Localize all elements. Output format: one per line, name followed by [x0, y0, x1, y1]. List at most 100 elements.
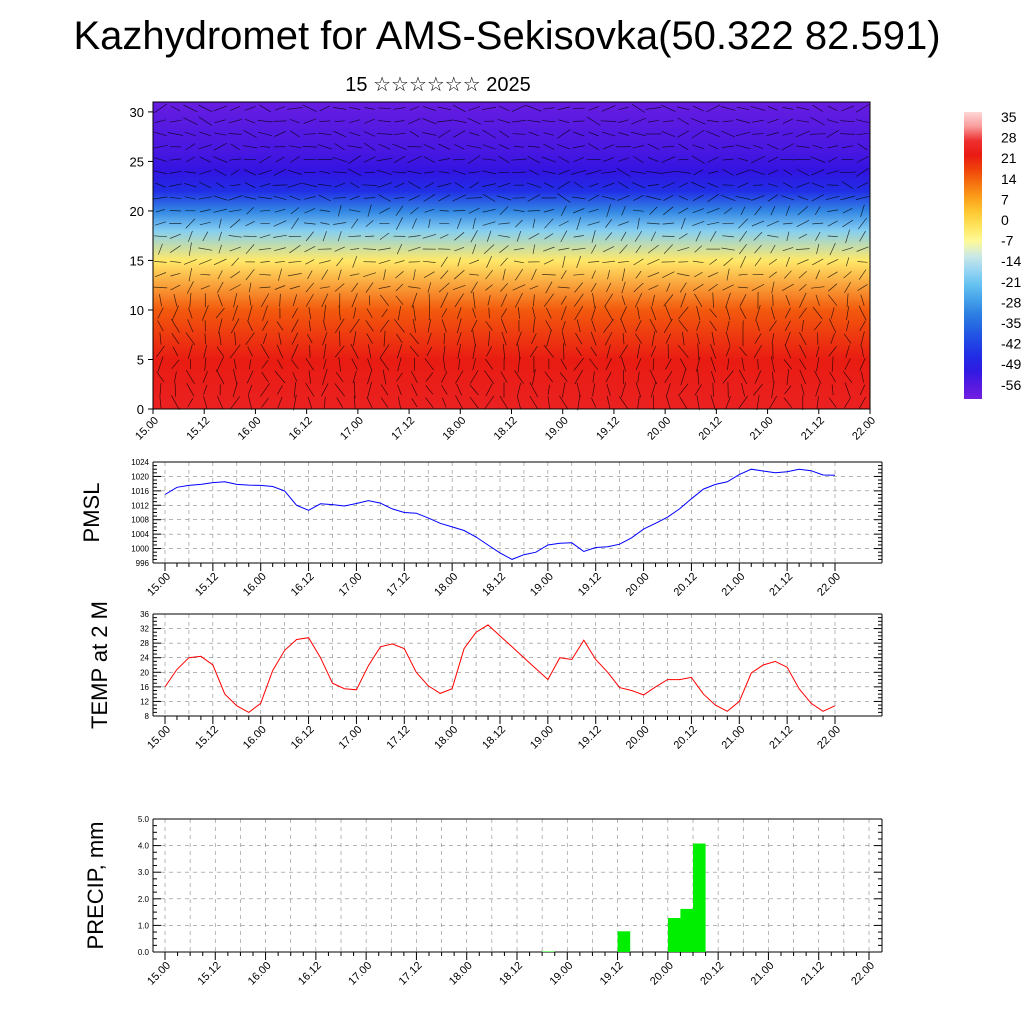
colorbar-label: -35 — [1001, 315, 1021, 331]
wind-vector — [602, 260, 616, 264]
wind-vector — [290, 156, 300, 163]
wind-vector — [212, 156, 228, 163]
wind-vector — [815, 231, 821, 241]
wind-vector — [171, 305, 179, 321]
wind-vector — [576, 216, 582, 231]
wind-vector — [846, 306, 850, 321]
wind-vector — [740, 255, 747, 268]
wind-vector — [844, 397, 851, 408]
wind-vector — [198, 247, 213, 251]
wind-vector — [273, 234, 287, 238]
wind-vector — [259, 209, 271, 212]
wind-vector — [198, 259, 212, 265]
colorbar-label: -56 — [1001, 377, 1021, 393]
wind-vector — [442, 357, 446, 372]
wind-vector — [153, 103, 168, 114]
wind-vector — [378, 286, 391, 289]
wind-vector — [364, 107, 375, 110]
wind-vector — [695, 356, 701, 372]
wind-vector — [635, 320, 642, 332]
wind-vector — [334, 246, 345, 252]
wind-vector — [815, 270, 821, 280]
wind-vector — [799, 358, 807, 370]
wind-vector — [662, 271, 675, 279]
wind-vector — [427, 332, 432, 345]
wind-vector — [557, 286, 570, 289]
wind-vector — [825, 195, 840, 201]
wind-vector — [171, 333, 180, 345]
wind-vector — [243, 196, 257, 200]
wind-vector — [827, 105, 838, 112]
wind-vector — [694, 384, 702, 396]
wind-vector — [816, 244, 820, 255]
wind-vector — [558, 156, 570, 163]
wind-vector — [589, 358, 599, 371]
wind-vector — [781, 195, 795, 201]
wind-vector — [482, 193, 496, 202]
wind-vector — [647, 244, 659, 254]
wind-vector — [257, 131, 273, 137]
wind-vector — [605, 371, 612, 383]
wind-vector — [560, 205, 567, 216]
wind-vector — [323, 320, 327, 331]
wind-vector — [707, 182, 719, 188]
wind-vector — [796, 220, 810, 228]
wind-vector — [272, 184, 288, 186]
colorbar — [964, 112, 982, 399]
wind-vector — [273, 220, 287, 227]
wind-vector — [812, 222, 824, 225]
x-tick-label: 20.00 — [624, 571, 652, 599]
wind-vector — [500, 257, 508, 267]
wind-vector — [173, 294, 178, 307]
wind-vector — [303, 133, 317, 135]
wind-vector — [561, 320, 566, 331]
wind-vector — [185, 218, 196, 229]
wind-vector — [408, 181, 421, 190]
wind-vector — [367, 358, 372, 370]
wind-vector — [588, 106, 599, 111]
wind-vector — [409, 130, 420, 138]
wind-vector — [530, 345, 538, 358]
x-tick-label: 15.00 — [145, 960, 173, 988]
wind-vector — [258, 196, 272, 200]
wind-vector — [786, 231, 790, 241]
wind-vector — [605, 232, 613, 241]
wind-vector — [843, 371, 853, 383]
wind-vector — [497, 119, 511, 124]
wind-vector — [156, 371, 165, 383]
wind-vector — [482, 144, 496, 150]
wind-vector — [844, 358, 851, 370]
wind-vector — [572, 107, 585, 110]
wind-vector — [351, 293, 358, 308]
wind-vector — [828, 294, 838, 306]
wind-vector — [245, 244, 255, 255]
colorbar-label: 35 — [1001, 109, 1017, 125]
wind-vector — [592, 292, 596, 308]
wind-vector — [472, 308, 477, 319]
wind-vector — [603, 318, 614, 333]
wind-vector — [395, 295, 404, 305]
wind-vector — [663, 244, 673, 254]
wind-vector — [204, 333, 207, 345]
wind-vector — [767, 183, 778, 187]
wind-vector — [647, 143, 660, 151]
wind-vector — [367, 381, 372, 398]
wind-vector — [259, 234, 271, 239]
wind-vector — [797, 206, 809, 216]
wind-vector — [425, 372, 434, 382]
wind-vector — [218, 231, 222, 242]
x-tick-label: 18.00 — [432, 724, 460, 752]
x-tick-label: 16.00 — [246, 960, 274, 988]
wind-vector — [394, 196, 405, 199]
x-tick-label: 21.00 — [719, 571, 747, 599]
wind-vector — [736, 106, 750, 111]
wind-vector — [216, 369, 225, 385]
wind-vector — [721, 247, 735, 251]
wind-vector — [216, 281, 224, 294]
wind-vector — [542, 170, 556, 175]
wind-vector — [633, 282, 644, 293]
wind-vector — [650, 381, 657, 398]
chart-subtitle: 15 ☆☆☆☆☆☆ 2025 — [345, 74, 531, 96]
wind-vector — [215, 182, 225, 189]
wind-vector — [469, 181, 480, 189]
